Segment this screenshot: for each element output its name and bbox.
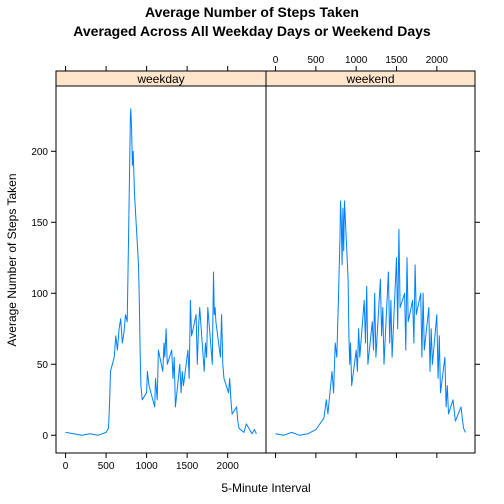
- x-tick-label-top-2000: 2000: [426, 55, 449, 66]
- x-tick-label-top-0: 0: [273, 55, 279, 66]
- x-tick-label-top-1500: 1500: [385, 55, 408, 66]
- x-tick-label-1000: 1000: [135, 461, 158, 472]
- y-tick-label-150: 150: [31, 218, 48, 229]
- x-tick-label-500: 500: [98, 461, 115, 472]
- panel-frame-weekday: [55, 85, 267, 454]
- strip-label-weekend: weekend: [345, 72, 394, 86]
- series-line-weekend: [275, 200, 466, 436]
- x-axis-label: 5-Minute Interval: [221, 481, 310, 495]
- x-tick-label-top-500: 500: [308, 55, 325, 66]
- y-tick-label-200: 200: [31, 147, 48, 158]
- axes: 0 500 1000 1500 2000 0 500 1000 1500 2000 0 50 100 15…: [31, 55, 480, 472]
- y-tick-label-0: 0: [42, 431, 48, 442]
- chart-title-line-2: Averaged Across All Weekday Days or Week…: [73, 23, 431, 39]
- panels: weekday weekend: [55, 70, 476, 454]
- series-line-weekday: [65, 108, 257, 436]
- y-tick-label-50: 50: [37, 360, 49, 371]
- chart-title-line-1: Average Number of Steps Taken: [145, 4, 359, 20]
- y-tick-label-100: 100: [31, 289, 48, 300]
- strip-label-weekday: weekday: [136, 72, 184, 86]
- x-tick-label-1500: 1500: [176, 461, 199, 472]
- x-tick-label-0: 0: [63, 461, 69, 472]
- y-axis-label: Average Number of Steps Taken: [5, 174, 19, 347]
- panel-frame-weekend: [265, 85, 476, 454]
- x-tick-label-top-1000: 1000: [345, 55, 368, 66]
- x-tick-label-2000: 2000: [217, 461, 240, 472]
